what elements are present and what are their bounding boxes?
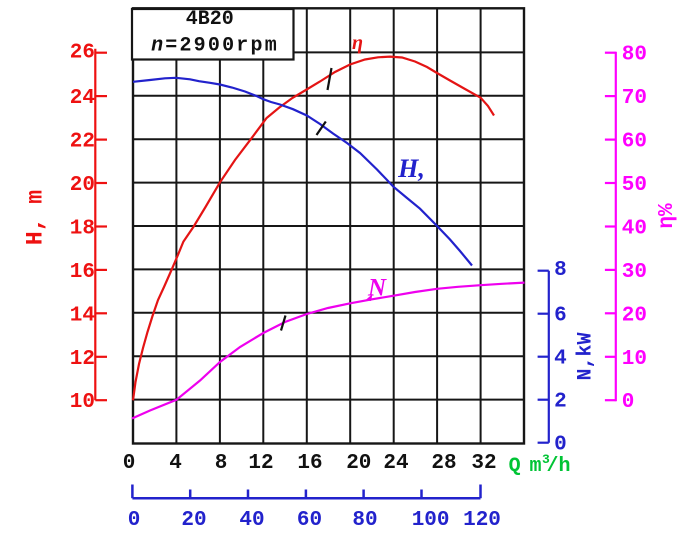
svg-text:30: 30	[622, 261, 647, 284]
svg-text:100: 100	[412, 509, 450, 532]
svg-text:12: 12	[70, 348, 95, 371]
svg-text:12: 12	[248, 452, 273, 475]
svg-text:m: m	[530, 455, 542, 478]
svg-text:/h: /h	[547, 455, 571, 478]
svg-text:η: η	[352, 32, 363, 54]
svg-text:H,: H,	[397, 154, 425, 183]
svg-text:n=2900rpm: n=2900rpm	[151, 35, 279, 58]
svg-text:80: 80	[352, 509, 377, 532]
svg-text:18: 18	[70, 218, 95, 241]
svg-text:Q: Q	[509, 455, 521, 478]
svg-text:N,kW: N,kW	[575, 332, 598, 380]
svg-text:0: 0	[622, 391, 635, 414]
svg-text:4: 4	[554, 348, 567, 371]
svg-text:28: 28	[431, 452, 456, 475]
svg-text:0: 0	[123, 452, 136, 475]
svg-text:4B20: 4B20	[186, 8, 234, 31]
svg-text:4: 4	[169, 452, 182, 475]
svg-text:16: 16	[70, 261, 95, 284]
svg-text:0: 0	[128, 509, 141, 532]
svg-text:32: 32	[471, 452, 496, 475]
svg-text:8: 8	[554, 259, 567, 282]
svg-text:50: 50	[622, 174, 647, 197]
svg-text:120: 120	[463, 509, 501, 532]
svg-text:60: 60	[622, 131, 647, 154]
svg-text:24: 24	[383, 452, 408, 475]
svg-text:26: 26	[70, 42, 95, 65]
svg-text:10: 10	[622, 348, 647, 371]
svg-text:20: 20	[70, 174, 95, 197]
svg-text:3: 3	[542, 452, 550, 467]
svg-text:10: 10	[70, 391, 95, 414]
svg-text:20: 20	[346, 452, 371, 475]
svg-text:22: 22	[70, 131, 95, 154]
svg-text:16: 16	[297, 452, 322, 475]
svg-text:H, m: H, m	[23, 190, 49, 245]
svg-text:20: 20	[622, 304, 647, 327]
svg-text:80: 80	[622, 44, 647, 67]
svg-text:6: 6	[554, 305, 567, 328]
svg-text:60: 60	[297, 509, 322, 532]
svg-text:40: 40	[622, 218, 647, 241]
svg-text:8: 8	[215, 452, 228, 475]
svg-text:20: 20	[181, 509, 206, 532]
svg-text:70: 70	[622, 87, 647, 110]
svg-text:40: 40	[239, 509, 264, 532]
svg-text:14: 14	[70, 304, 95, 327]
svg-text:η%: η%	[656, 203, 679, 229]
svg-text:24: 24	[70, 87, 95, 110]
svg-text:0: 0	[554, 434, 567, 457]
svg-text:2: 2	[554, 391, 567, 414]
